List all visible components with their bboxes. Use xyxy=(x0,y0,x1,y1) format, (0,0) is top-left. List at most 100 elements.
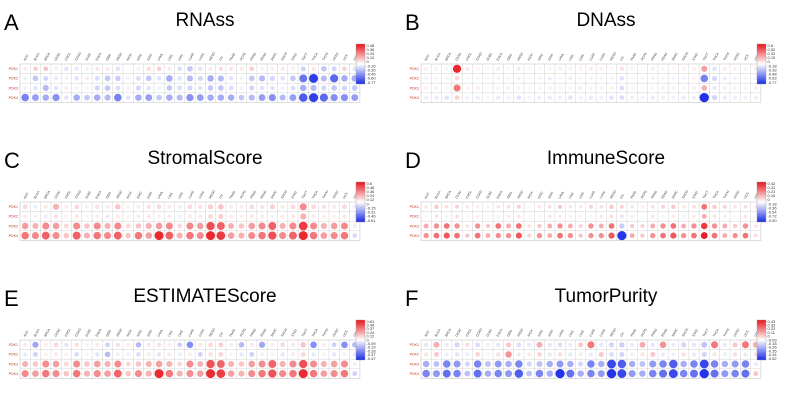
correlation-dot xyxy=(743,352,748,357)
correlation-dot xyxy=(474,223,481,229)
correlation-dot xyxy=(568,86,573,90)
correlation-dot xyxy=(239,352,244,357)
colorbar xyxy=(355,43,366,85)
correlation-dot xyxy=(442,360,451,368)
correlation-dot xyxy=(259,85,265,91)
correlation-dot xyxy=(599,95,604,100)
correlation-dot xyxy=(135,361,142,367)
correlation-dot xyxy=(94,76,100,81)
panel-letter: B xyxy=(405,10,420,35)
correlation-dot xyxy=(321,204,327,210)
correlation-dot xyxy=(731,360,739,368)
panel-c: C StromalScore ACC BLCA BRCA CESC CHOL COAD DLBC… xyxy=(4,148,376,241)
correlation-dot xyxy=(473,369,482,378)
correlation-dot xyxy=(63,370,70,377)
correlation-dot xyxy=(578,352,583,357)
x-tick-label: UVM xyxy=(352,329,359,337)
correlation-dot xyxy=(443,232,450,239)
correlation-dot xyxy=(650,76,655,81)
correlation-dot xyxy=(104,94,111,101)
correlation-dot xyxy=(41,231,50,240)
correlation-dot xyxy=(475,214,480,219)
x-tick-label: CESC xyxy=(53,189,61,199)
correlation-dot xyxy=(650,342,655,347)
correlation-dot xyxy=(691,232,697,239)
correlation-dot xyxy=(186,231,194,240)
x-tick-label: PAAD xyxy=(630,328,638,338)
correlation-dot xyxy=(701,65,708,72)
correlation-dot xyxy=(741,369,750,378)
correlation-dot xyxy=(23,214,28,219)
correlation-dot xyxy=(268,231,277,240)
panel-letter: D xyxy=(405,148,421,173)
correlation-dot xyxy=(167,66,172,71)
correlation-dot xyxy=(516,76,521,81)
correlation-dot xyxy=(628,370,636,378)
x-tick-label: SKCM xyxy=(681,51,689,61)
x-tick-label: UVM xyxy=(753,329,760,337)
correlation-dot xyxy=(177,214,182,219)
x-tick-label: LAML xyxy=(156,328,164,337)
correlation-dot xyxy=(342,66,347,72)
x-tick-label: UVM xyxy=(753,53,760,61)
x-tick-label: THYM xyxy=(321,327,329,337)
correlation-dot xyxy=(206,221,215,231)
correlation-dot xyxy=(516,66,521,71)
x-tick-label: UCEC xyxy=(733,327,741,337)
correlation-dot xyxy=(31,94,39,102)
correlation-dot xyxy=(690,360,698,368)
correlation-dot xyxy=(42,84,49,92)
x-tick-label: LUSC xyxy=(599,52,607,62)
correlation-dot xyxy=(309,369,318,378)
correlation-dot xyxy=(156,204,162,210)
correlation-dot xyxy=(578,233,583,238)
correlation-dot xyxy=(578,67,583,71)
x-tick-label: STAD xyxy=(290,190,298,200)
correlation-dot xyxy=(125,370,131,377)
correlation-dot xyxy=(125,361,131,367)
correlation-dot xyxy=(156,342,162,348)
correlation-dot xyxy=(486,86,490,90)
correlation-dot xyxy=(754,205,758,209)
x-tick-label: LUAD xyxy=(187,328,195,338)
correlation-dot xyxy=(692,204,696,209)
correlation-dot xyxy=(73,94,80,101)
x-tick-label: UCS xyxy=(342,330,349,338)
x-tick-label: PCPG xyxy=(640,189,648,199)
colorbar-tick-label: 0.49 xyxy=(367,323,376,328)
correlation-dot xyxy=(42,222,50,230)
correlation-dot xyxy=(465,342,470,347)
correlation-dot xyxy=(248,75,255,82)
y-tick-label: PDK2 xyxy=(9,353,18,357)
correlation-dot xyxy=(309,222,318,230)
correlation-dot xyxy=(289,94,297,102)
correlation-dot xyxy=(607,359,616,369)
correlation-dot xyxy=(733,205,737,209)
correlation-dot xyxy=(249,214,254,219)
correlation-dot xyxy=(753,233,758,238)
correlation-dot xyxy=(115,204,121,210)
correlation-dot xyxy=(681,86,686,90)
correlation-dot xyxy=(496,342,501,347)
correlation-dot xyxy=(588,66,593,71)
correlation-dot xyxy=(486,352,490,357)
correlation-dot xyxy=(609,204,614,209)
correlation-dot xyxy=(260,66,264,71)
colorbar-tick-label: -0.90 xyxy=(768,218,778,223)
correlation-dot xyxy=(21,370,29,378)
correlation-dot xyxy=(32,222,39,230)
correlation-dot xyxy=(229,342,234,347)
colorbar xyxy=(355,319,366,361)
correlation-dot xyxy=(444,67,449,71)
correlation-dot xyxy=(228,360,235,368)
correlation-dot xyxy=(453,84,461,92)
correlation-dot xyxy=(609,86,614,90)
x-tick-label: COAD xyxy=(74,327,82,338)
colorbar-tick-label: -0.72 xyxy=(768,214,778,219)
y-tick-label: PDK1 xyxy=(9,205,18,209)
correlation-dot xyxy=(547,204,552,209)
correlation-dot xyxy=(547,95,552,100)
correlation-dot xyxy=(340,222,349,230)
correlation-dot xyxy=(516,204,521,209)
correlation-dot xyxy=(186,341,194,349)
